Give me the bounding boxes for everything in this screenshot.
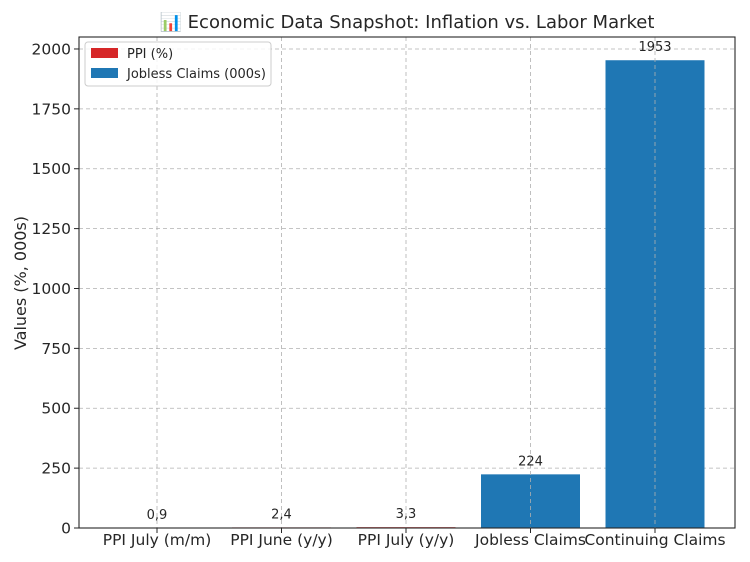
data-label: 2,4 (271, 507, 292, 522)
y-tick-layer: 0 250 500 750 1000 1250 1500 1750 2000 (32, 40, 79, 538)
chart-title: 📊 Economic Data Snapshot: Inflation vs. … (160, 11, 655, 33)
legend: PPI (%) Jobless Claims (000s) (84, 41, 272, 87)
data-label: 224 (518, 454, 543, 469)
y-tick-label: 1500 (32, 160, 71, 178)
y-tick-label: 500 (41, 400, 71, 418)
legend-box (84, 41, 272, 87)
x-tick-label: PPI July (m/m) (103, 531, 212, 549)
y-tick-label: 0 (61, 520, 71, 538)
data-label-layer: 0,9 2,4 3,3 224 1953 (147, 40, 672, 523)
data-label: 1953 (638, 40, 671, 55)
y-tick-label: 250 (41, 460, 71, 478)
x-tick-label: PPI June (y/y) (230, 531, 333, 549)
y-tick-label: 2000 (32, 40, 71, 58)
y-axis-label: Values (%, 000s) (11, 216, 30, 350)
data-label: 3,3 (396, 507, 417, 522)
x-tick-layer: PPI July (m/m) PPI June (y/y) PPI July (y/… (103, 528, 726, 549)
x-tick-label: PPI July (y/y) (358, 531, 455, 549)
legend-label: Jobless Claims (000s) (126, 67, 266, 82)
y-tick-label: 750 (41, 340, 71, 358)
y-tick-label: 1250 (32, 220, 71, 238)
plot-frame (78, 36, 736, 529)
y-tick-label: 1750 (32, 100, 71, 118)
y-tick-label: 1000 (32, 280, 71, 298)
legend-swatch (91, 68, 118, 78)
vertical-grid-layer (156, 37, 656, 528)
x-tick-label: Jobless Claims (474, 531, 586, 549)
legend-label: PPI (%) (127, 47, 173, 62)
legend-swatch (91, 48, 118, 58)
data-label: 0,9 (147, 508, 168, 523)
x-tick-label: Continuing Claims (584, 531, 725, 549)
